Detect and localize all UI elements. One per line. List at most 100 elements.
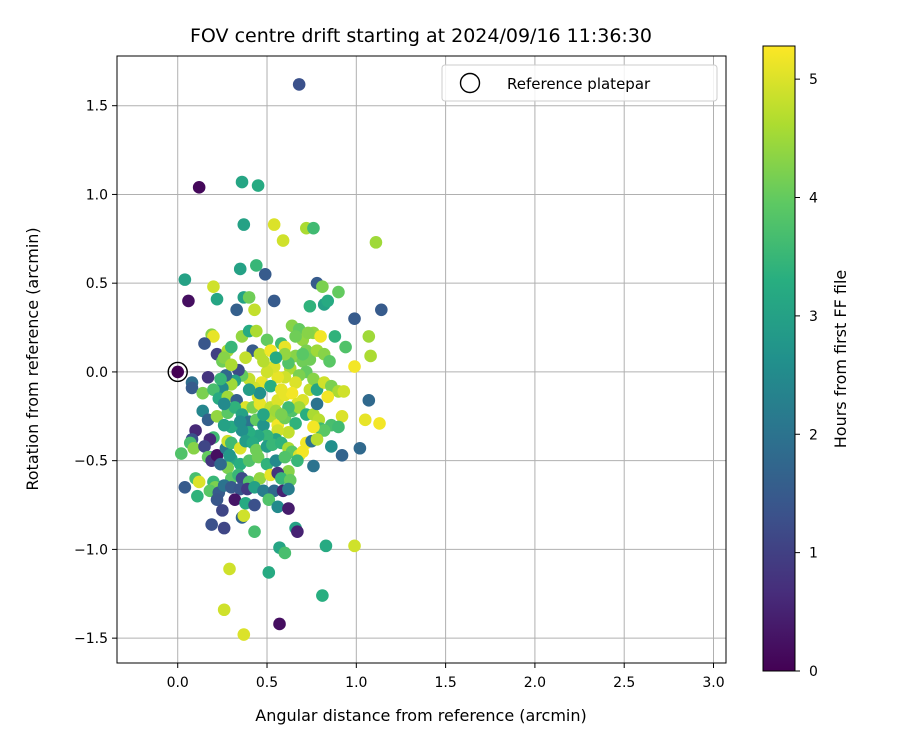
data-point bbox=[207, 280, 220, 294]
data-point bbox=[296, 347, 310, 361]
colorbar-gradient bbox=[762, 45, 796, 672]
chart-title: FOV centre drift starting at 2024/09/16 … bbox=[190, 25, 652, 47]
data-point bbox=[353, 441, 367, 455]
data-point bbox=[314, 330, 327, 343]
data-point bbox=[237, 218, 251, 231]
reference-point-fill bbox=[171, 365, 185, 379]
legend-marker-reference bbox=[459, 72, 481, 94]
data-point bbox=[257, 408, 270, 421]
data-point bbox=[289, 417, 302, 430]
data-point bbox=[269, 351, 283, 365]
colorbar-tick-label: 0 bbox=[809, 664, 818, 680]
colorbar-tick-label: 5 bbox=[809, 72, 818, 88]
x-tick-label: 1.0 bbox=[345, 675, 367, 691]
data-point bbox=[253, 386, 267, 400]
data-point bbox=[319, 539, 333, 553]
data-point bbox=[275, 408, 288, 421]
data-point bbox=[205, 518, 218, 531]
colorbar-tick-label: 3 bbox=[809, 309, 818, 325]
data-point bbox=[248, 525, 261, 538]
data-point bbox=[230, 303, 243, 317]
data-point bbox=[325, 440, 338, 453]
legend-box bbox=[441, 64, 718, 102]
data-point bbox=[258, 268, 272, 281]
data-point bbox=[217, 418, 231, 432]
data-point bbox=[303, 299, 317, 313]
data-point bbox=[217, 521, 231, 535]
data-point bbox=[337, 385, 351, 398]
legend: Reference platepar bbox=[441, 64, 718, 102]
y-tick-label: 1.0 bbox=[86, 187, 108, 203]
plot-area: 0.0 0.5 1.0 1.5 2.0 2.5 3.0 −1.5 −1.0 −0.5 0.0 0.5 1… bbox=[74, 55, 727, 691]
data-point bbox=[307, 459, 320, 473]
data-point bbox=[375, 303, 388, 317]
x-tick-label: 1.5 bbox=[434, 675, 456, 691]
data-point bbox=[335, 449, 349, 462]
x-tick-label: 3.0 bbox=[702, 675, 724, 691]
data-point bbox=[267, 218, 281, 231]
data-point bbox=[185, 381, 199, 395]
data-point bbox=[210, 292, 224, 306]
y-tick-label: −0.5 bbox=[74, 454, 108, 470]
axes-frame bbox=[116, 55, 727, 664]
data-point bbox=[198, 440, 211, 453]
x-tick-label: 0.5 bbox=[256, 675, 278, 691]
colorbar-label: Hours from first FF file bbox=[831, 270, 850, 449]
data-point bbox=[264, 379, 277, 393]
data-point bbox=[257, 354, 270, 368]
data-point bbox=[192, 475, 206, 489]
data-point bbox=[323, 354, 336, 368]
y-tick-label: 0.5 bbox=[86, 276, 108, 292]
data-point bbox=[242, 383, 256, 396]
data-point bbox=[210, 493, 224, 507]
data-point bbox=[289, 330, 302, 343]
data-point bbox=[307, 420, 320, 434]
data-point bbox=[216, 504, 229, 517]
data-point bbox=[278, 546, 292, 560]
data-point bbox=[223, 449, 236, 462]
y-tick-label: 0.0 bbox=[86, 365, 108, 381]
data-point bbox=[348, 539, 361, 553]
data-point bbox=[282, 482, 295, 496]
data-point bbox=[278, 450, 292, 464]
data-point bbox=[271, 500, 285, 514]
y-tick-label: −1.5 bbox=[74, 631, 108, 647]
data-point bbox=[178, 273, 192, 286]
data-point bbox=[289, 376, 302, 389]
data-point bbox=[373, 417, 386, 430]
colorbar-tick-label: 1 bbox=[809, 546, 818, 562]
data-point bbox=[339, 340, 352, 354]
x-tick-label: 2.0 bbox=[524, 675, 546, 691]
data-point bbox=[251, 179, 265, 192]
data-point bbox=[348, 312, 361, 325]
reference-point-marker bbox=[167, 361, 188, 383]
data-point bbox=[239, 351, 252, 365]
data-point bbox=[307, 221, 320, 235]
data-point bbox=[223, 562, 236, 576]
colorbar-ticks: 0 1 2 3 4 5 bbox=[795, 72, 818, 680]
legend-label-reference: Reference platepar bbox=[507, 75, 651, 93]
data-point bbox=[242, 291, 256, 304]
data-point bbox=[217, 603, 231, 617]
colorbar-tick-label: 2 bbox=[809, 427, 818, 443]
data-point bbox=[251, 450, 265, 464]
data-point bbox=[292, 78, 306, 91]
data-point bbox=[192, 181, 206, 194]
data-point bbox=[262, 493, 276, 507]
data-point bbox=[276, 234, 290, 247]
data-point bbox=[228, 493, 242, 507]
data-point bbox=[328, 330, 342, 343]
data-point bbox=[187, 441, 201, 455]
data-point bbox=[301, 326, 315, 340]
data-point bbox=[248, 498, 261, 512]
data-point bbox=[271, 370, 285, 384]
data-point bbox=[253, 397, 267, 411]
data-point bbox=[235, 175, 249, 189]
data-point bbox=[250, 259, 263, 272]
colorbar: Hours from first FF file 0 1 2 3 4 5 bbox=[762, 45, 850, 680]
data-point bbox=[291, 525, 304, 538]
data-point bbox=[214, 457, 227, 471]
data-point bbox=[260, 365, 274, 379]
data-point bbox=[362, 394, 376, 407]
data-point bbox=[364, 349, 377, 363]
